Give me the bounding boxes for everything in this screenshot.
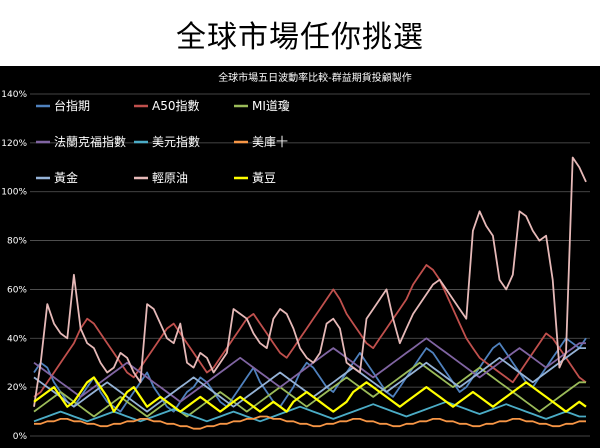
- chart-series-lines: [33, 156, 587, 430]
- legend-entry: 黃金: [54, 170, 78, 185]
- y-tick-label: 100%: [1, 188, 27, 198]
- legend-entry: 輕原油: [152, 171, 188, 185]
- y-tick-label: 60%: [7, 285, 27, 295]
- series-line: [33, 264, 587, 398]
- y-tick-label: 0%: [13, 432, 28, 442]
- legend-entry: 法蘭克福指數: [54, 134, 126, 149]
- chart-gridlines: [30, 93, 590, 437]
- chart-title: 全球市場五日波動率比較-群益期貨投顧製作: [218, 71, 412, 84]
- series-line: [33, 361, 586, 418]
- y-tick-label: 80%: [7, 237, 27, 247]
- series-line: [33, 400, 586, 423]
- series-line: [33, 376, 587, 413]
- slide-title: 全球市場任你挑選: [176, 20, 424, 55]
- y-tick-label: 140%: [1, 90, 27, 100]
- chart-panel: 全球市場五日波動率比較-群益期貨投顧製作 0% 20% 40% 60% 80% 100% 1…: [0, 66, 600, 448]
- y-tick-label: 120%: [1, 139, 27, 149]
- legend-entry: 美庫十: [252, 135, 288, 149]
- legend-entry: 黃豆: [252, 171, 276, 185]
- y-tick-label: 40%: [7, 334, 27, 344]
- volatility-line-chart: 全球市場五日波動率比較-群益期貨投顧製作 0% 20% 40% 60% 80% 100% 1…: [1, 71, 590, 442]
- legend-entry: 台指期: [54, 98, 90, 113]
- series-line: [34, 415, 586, 430]
- y-axis-ticks: 0% 20% 40% 60% 80% 100% 120% 140%: [1, 90, 27, 442]
- series-line: [33, 337, 586, 403]
- legend-entry: 美元指數: [152, 134, 200, 149]
- y-tick-label: 20%: [7, 383, 27, 393]
- legend-entry: MI道瓊: [252, 98, 290, 113]
- series-line: [33, 156, 587, 407]
- legend-entry: A50指數: [152, 98, 199, 113]
